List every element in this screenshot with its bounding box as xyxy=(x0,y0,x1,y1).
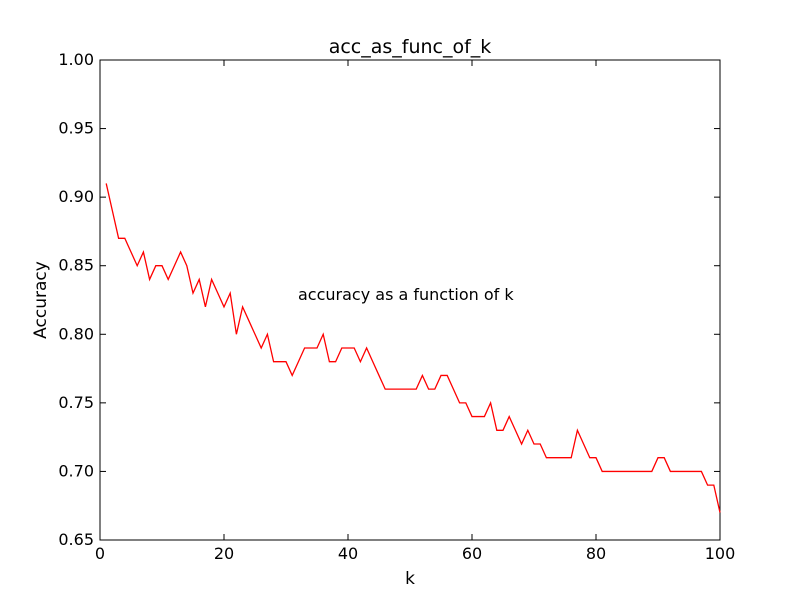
x-axis-ticks xyxy=(99,60,721,540)
x-tick-label: 60 xyxy=(462,544,482,563)
x-tick-label: 0 xyxy=(95,544,105,563)
y-axis-tick-labels: 0.65 0.70 0.75 0.80 0.85 0.90 0.95 1.00 xyxy=(58,50,94,549)
chart-annotation: accuracy as a function of k xyxy=(298,285,514,304)
x-axis-label: k xyxy=(405,569,415,589)
accuracy-series-line xyxy=(105,183,721,513)
x-tick-label: 40 xyxy=(338,544,358,563)
y-tick-label: 0.90 xyxy=(58,187,94,206)
x-tick-label: 100 xyxy=(705,544,736,563)
y-tick-label: 0.85 xyxy=(58,256,94,275)
chart-title: acc_as_func_of_k xyxy=(329,36,492,58)
x-axis-tick-labels: 0 20 40 60 80 100 xyxy=(95,544,735,563)
y-tick-label: 0.75 xyxy=(58,393,94,412)
y-tick-label: 0.65 xyxy=(58,530,94,549)
y-tick-label: 1.00 xyxy=(58,50,94,69)
x-tick-label: 20 xyxy=(214,544,234,563)
y-axis-label: Accuracy xyxy=(31,261,51,339)
x-tick-label: 80 xyxy=(586,544,606,563)
y-axis-ticks xyxy=(100,59,720,541)
y-tick-label: 0.95 xyxy=(58,119,94,138)
series-layer xyxy=(105,183,721,513)
y-tick-label: 0.80 xyxy=(58,324,94,343)
y-tick-label: 0.70 xyxy=(58,461,94,480)
